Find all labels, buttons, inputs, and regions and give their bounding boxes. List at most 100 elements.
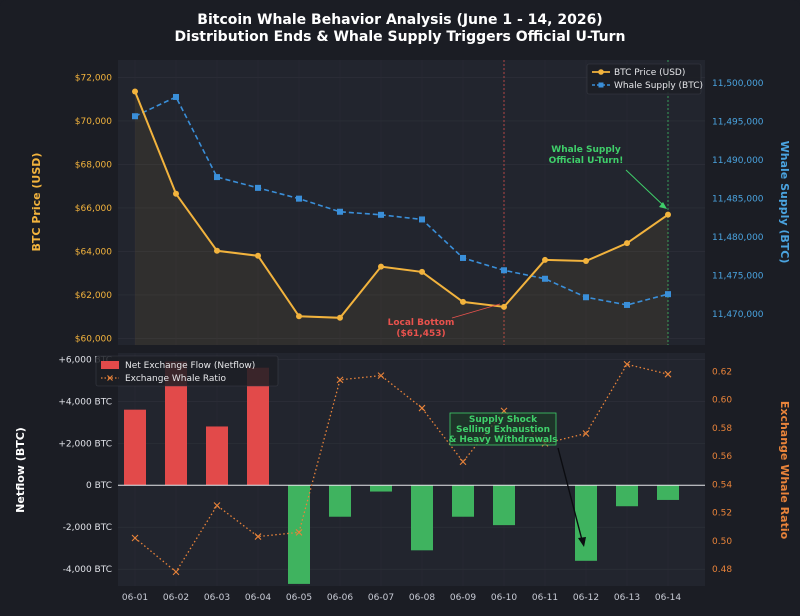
supply-tick-label: 11,495,000 [712, 118, 764, 128]
netflow-bar [247, 367, 269, 486]
local-bottom-arrow [451, 303, 501, 319]
netflow-bar [616, 485, 638, 507]
legend-supply-label: Whale Supply (BTC) [614, 81, 703, 91]
legend-price-label: BTC Price (USD) [614, 68, 685, 78]
supply-shock-line3: & Heavy Withdrawals [448, 435, 557, 445]
uturn-arrowhead [659, 202, 667, 209]
date-tick-label: 06-08 [409, 593, 435, 603]
bottom-legend: Net Exchange Flow (Netflow) Exchange Wha… [95, 355, 279, 387]
whale-ratio-point [172, 568, 180, 576]
btc-price-point [132, 88, 138, 95]
netflow-tick-label: +2,000 BTC [58, 439, 112, 449]
ratio-tick-label: 0.56 [712, 452, 732, 462]
whale-supply-point [542, 275, 548, 282]
whale-ratio-point [623, 360, 631, 368]
whale-supply-point [214, 174, 220, 181]
top-series [132, 88, 671, 321]
netflow-tick-label: +4,000 BTC [58, 397, 112, 407]
date-tick-label: 06-14 [655, 593, 681, 603]
date-tick-label: 06-11 [532, 593, 558, 603]
legend-netflow-label: Net Exchange Flow (Netflow) [125, 361, 255, 371]
date-tick-label: 06-01 [122, 593, 148, 603]
whale-ratio-point [459, 458, 467, 466]
date-tick-label: 06-02 [163, 593, 189, 603]
netflow-axis-label: Netflow (BTC) [14, 427, 27, 513]
price-tick-label: $72,000 [75, 73, 112, 83]
ratio-tick-label: 0.50 [712, 537, 732, 547]
netflow-bar [493, 485, 515, 526]
supply-tick-label: 11,490,000 [712, 156, 764, 166]
btc-price-point [624, 240, 630, 247]
whale-supply-point [583, 294, 589, 301]
btc-price-point [296, 313, 302, 320]
btc-price-point [542, 256, 548, 263]
btc-price-line [134, 91, 669, 319]
ratio-tick-label: 0.58 [712, 424, 732, 434]
legend-netflow-swatch [101, 361, 119, 369]
date-tick-label: 06-12 [573, 593, 599, 603]
whale-supply-point [173, 93, 179, 100]
uturn-annotation-line2: Official U-Turn! [549, 156, 624, 166]
whale-ratio-point [131, 534, 139, 542]
btc-price-point [501, 303, 507, 310]
netflow-bar [411, 485, 433, 551]
supply-axis-ticks: 11,470,000 11,475,000 11,480,000 11,485,000… [712, 79, 764, 320]
whale-supply-point [378, 211, 384, 218]
supply-tick-label: 11,470,000 [712, 310, 764, 320]
supply-shock-box [449, 412, 557, 446]
supply-shock-line2: Selling Exhaustion [456, 425, 550, 435]
btc-price-point [255, 252, 261, 259]
netflow-bar [370, 485, 392, 492]
price-area-fill [135, 91, 668, 345]
date-tick-label: 06-13 [614, 593, 640, 603]
local-bottom-annotation-line2: ($61,453) [396, 329, 445, 339]
whale-ratio-point [336, 376, 344, 384]
whale-ratio-point [418, 404, 426, 412]
ratio-tick-label: 0.62 [712, 367, 732, 377]
netflow-ratio-panel: -4,000 BTC -2,000 BTC 0 BTC +2,000 BTC +4,00… [14, 353, 791, 603]
price-tick-label: $62,000 [75, 291, 112, 301]
whale-supply-point [296, 195, 302, 202]
uturn-arrow [625, 169, 665, 207]
legend-supply-marker [598, 82, 604, 88]
btc-price-point [583, 258, 589, 265]
price-tick-label: $66,000 [75, 204, 112, 214]
top-legend-box [586, 63, 702, 95]
netflow-bar [575, 485, 597, 561]
whale-supply-point [337, 208, 343, 215]
date-tick-label: 06-04 [245, 593, 271, 603]
price-axis-label: BTC Price (USD) [30, 153, 43, 252]
whale-ratio-point [582, 430, 590, 437]
supply-tick-label: 11,480,000 [712, 233, 764, 243]
btc-price-point [419, 268, 425, 275]
ratio-tick-label: 0.52 [712, 509, 732, 519]
price-supply-panel: $60,000 $62,000 $64,000 $66,000 $68,000 $70,0… [30, 60, 791, 345]
netflow-bar [206, 426, 228, 486]
date-tick-label: 06-10 [491, 593, 517, 603]
whale-ratio-point [254, 533, 262, 540]
whale-supply-point [501, 267, 507, 274]
netflow-bars [124, 361, 679, 584]
legend-ratio-label: Exchange Whale Ratio [125, 374, 226, 384]
netflow-bar [288, 485, 310, 584]
ratio-tick-label: 0.60 [712, 396, 732, 406]
netflow-bar [452, 485, 474, 517]
netflow-tick-label: -4,000 BTC [63, 565, 112, 575]
price-tick-label: $68,000 [75, 160, 112, 170]
ratio-tick-label: 0.54 [712, 480, 732, 490]
top-plot-area [118, 60, 705, 345]
btc-price-point [173, 190, 179, 197]
btc-price-point [337, 314, 343, 321]
supply-shock-line1: Supply Shock [469, 415, 538, 425]
whale-supply-line [134, 95, 669, 306]
date-tick-label: 06-05 [286, 593, 312, 603]
price-tick-label: $60,000 [75, 334, 112, 344]
top-legend: BTC Price (USD) Whale Supply (BTC) [586, 63, 703, 95]
whale-supply-point [255, 184, 261, 191]
date-tick-label: 06-06 [327, 593, 353, 603]
price-tick-label: $64,000 [75, 247, 112, 257]
netflow-bar [657, 485, 679, 500]
uturn-annotation-line1: Whale Supply [551, 145, 621, 155]
